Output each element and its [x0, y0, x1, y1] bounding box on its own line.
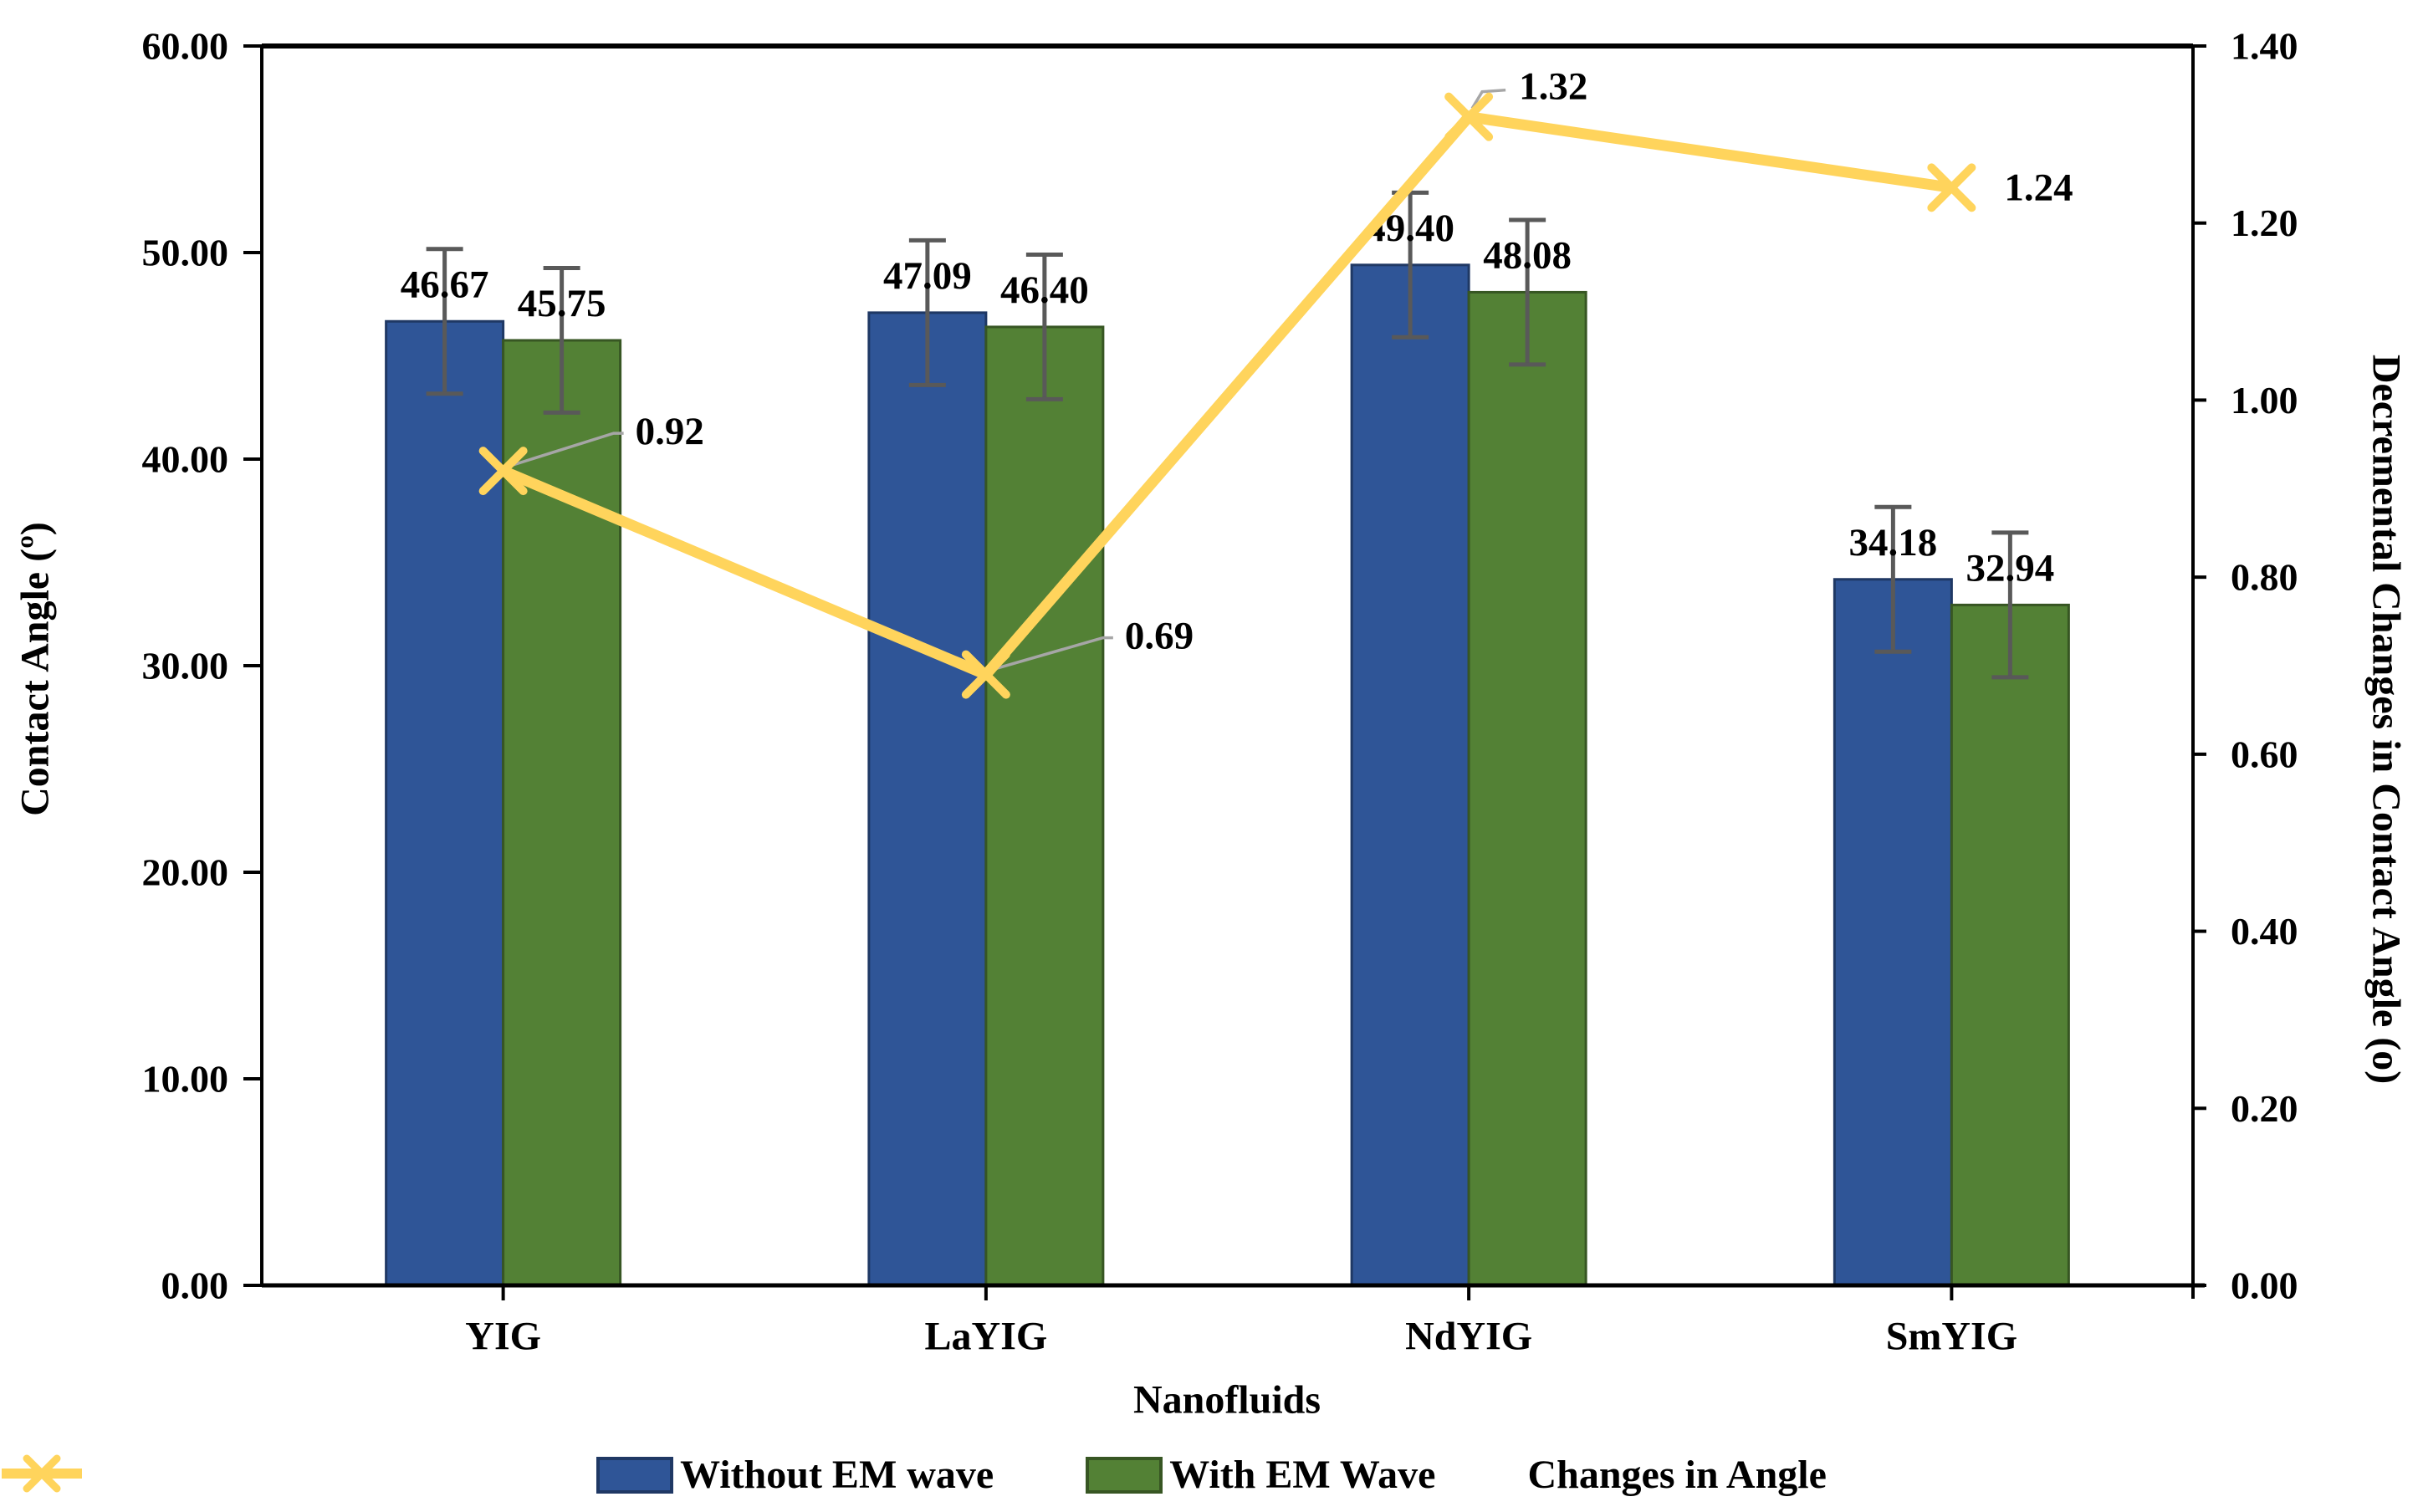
legend-label: Changes in Angle: [1527, 1453, 1827, 1497]
legend-item-with-em-wave: With EM Wave: [1086, 1452, 1435, 1498]
bar-value-label: 45.75: [518, 282, 606, 325]
left-axis-tick-label: 10.00: [142, 1058, 229, 1101]
legend-label: Without EM wave: [680, 1453, 994, 1497]
right-axis-tick-label: 0.00: [2231, 1264, 2298, 1307]
line-value-label: 0.69: [1125, 615, 1194, 658]
left-axis-tick-label: 50.00: [142, 232, 229, 274]
bar-without-em-wave: [867, 311, 988, 1287]
legend-swatch-green-bar: [1086, 1456, 1163, 1494]
bar-with-em-wave: [1467, 290, 1587, 1287]
legend-item-without-em-wave: Without EM wave: [596, 1452, 994, 1498]
line-value-label: 1.32: [1519, 65, 1587, 109]
x-marker: [961, 650, 1010, 699]
legend-line-marker-part: [23, 1454, 61, 1493]
x-axis-category-label: SmYIG: [1886, 1315, 2017, 1359]
left-axis-tick-label: 30.00: [142, 645, 229, 687]
x-marker: [1444, 92, 1494, 141]
right-axis-tick-label: 1.20: [2231, 202, 2298, 244]
bar-value-label: 47.09: [883, 254, 972, 298]
legend-item-changes-in-angle: Changes in Angle: [2, 1452, 1827, 1498]
bar-value-label: 48.08: [1483, 233, 1572, 277]
data-label-leader-line: [992, 636, 1113, 672]
x-axis-category-label: YIG: [465, 1315, 541, 1359]
left-axis-tick-label: 60.00: [142, 25, 229, 68]
right-axis-tick-label: 1.00: [2231, 379, 2298, 421]
x-marker: [1927, 163, 1976, 212]
bar-without-em-wave: [1833, 578, 1953, 1287]
bar-value-label: 46.67: [401, 263, 489, 306]
bar-value-label: 34.18: [1849, 521, 1938, 564]
bar-with-em-wave: [1950, 603, 2070, 1287]
x-axis-category-label: NdYIG: [1405, 1315, 1532, 1359]
left-axis-tick-label: 40.00: [142, 438, 229, 481]
right-axis-tick-label: 0.40: [2231, 910, 2298, 953]
bar-with-em-wave: [984, 325, 1105, 1287]
data-label-leader-line: [1470, 88, 1506, 110]
bar-without-em-wave: [1350, 263, 1470, 1287]
right-axis-title: Decremental Changes in Contact Angle (o): [2364, 354, 2409, 1085]
x-marker: [478, 447, 528, 496]
x-axis-category-label: LaYIG: [925, 1315, 1048, 1359]
bar-value-label: 32.94: [1966, 546, 2055, 590]
line-value-label: 0.92: [636, 410, 704, 453]
left-axis-tick-label: 0.00: [161, 1264, 229, 1307]
legend-label: With EM Wave: [1169, 1453, 1436, 1497]
bar-without-em-wave: [385, 319, 505, 1287]
changes-in-angle-line: [501, 111, 1953, 681]
legend: Without EM wave With EM Wave Changes in …: [0, 1452, 2423, 1498]
legend-line-x-marker-icon: [2, 1454, 82, 1493]
legend-swatch-blue-bar: [596, 1456, 674, 1494]
left-axis-title: Contact Angle (º): [13, 522, 58, 816]
bar-value-label: 46.40: [1000, 268, 1089, 312]
left-axis-tick-label: 20.00: [142, 851, 229, 894]
right-axis-tick-label: 0.60: [2231, 733, 2298, 775]
right-axis-tick-label: 0.20: [2231, 1087, 2298, 1130]
line-value-label: 1.24: [2004, 166, 2073, 209]
right-axis-tick-label: 1.40: [2231, 25, 2298, 68]
right-axis-tick-label: 0.80: [2231, 556, 2298, 599]
data-label-leader-line: [509, 432, 624, 467]
x-axis-title: Nanofluids: [1132, 1377, 1321, 1423]
